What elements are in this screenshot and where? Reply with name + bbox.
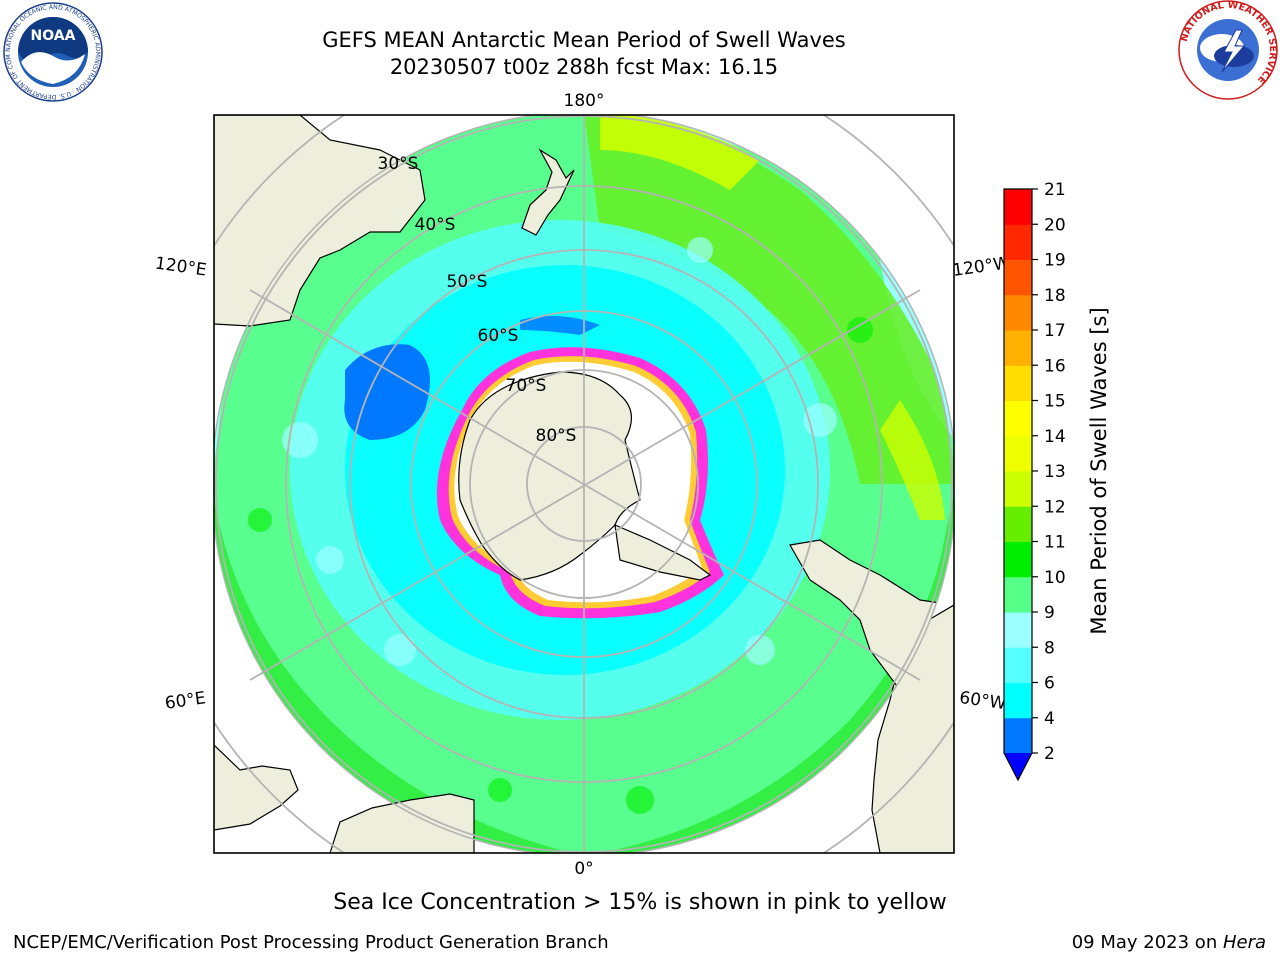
lon-label-120e: 120°E bbox=[154, 254, 208, 281]
colorbar-tick-label: 9 bbox=[1044, 603, 1055, 623]
lat-label-60s: 60°S bbox=[478, 326, 519, 346]
lat-label-50s: 50°S bbox=[447, 272, 488, 292]
footer-date: 09 May 2023 on Hera bbox=[1072, 932, 1266, 953]
colorbar-band bbox=[1004, 259, 1032, 296]
national-weather-service-logo: NATIONAL WEATHER SERVICE bbox=[1178, 0, 1278, 100]
colorbar-tick-label: 13 bbox=[1044, 462, 1066, 482]
antarctic-peninsula bbox=[614, 524, 712, 581]
colorbar-label: Mean Period of Swell Waves [s] bbox=[1087, 307, 1111, 634]
lon-label-120w: 120°W bbox=[951, 253, 1011, 281]
meridian-60e-120w bbox=[249, 289, 921, 681]
lon-label-0: 0° bbox=[574, 859, 593, 879]
colorbar: 2 4 6 8 9 10 11 12 13 14 15 16 17 18 19 20 21 Mean Perio… bbox=[1003, 180, 1111, 782]
colorbar-tick-label: 4 bbox=[1044, 709, 1055, 729]
colorbar-tick-label: 17 bbox=[1044, 321, 1066, 341]
sea-ice-caption: Sea Ice Concentration > 15% is shown in … bbox=[333, 890, 947, 915]
colorbar-band bbox=[1004, 717, 1032, 754]
colorbar-band bbox=[1004, 400, 1032, 437]
colorbar-tick-label: 10 bbox=[1044, 568, 1066, 588]
colorbar-band bbox=[1004, 224, 1032, 260]
colorbar-band bbox=[1004, 471, 1032, 507]
colorbar-tick-label: 15 bbox=[1044, 392, 1066, 412]
lat-label-70s: 70°S bbox=[506, 376, 547, 396]
continents-outside-disc bbox=[214, 115, 954, 853]
colorbar-tick-label: 18 bbox=[1044, 286, 1066, 306]
colorbar-tick-label: 14 bbox=[1044, 427, 1066, 447]
graticule bbox=[214, 115, 954, 853]
colorbar-band bbox=[1004, 647, 1032, 683]
colorbar-band bbox=[1004, 294, 1032, 331]
map-area bbox=[214, 115, 954, 853]
noaa-logo: NATIONAL OCEANIC AND ATMOSPHERIC ADMINIS… bbox=[3, 2, 103, 102]
footer-host: Hera bbox=[1222, 932, 1266, 953]
colorbar-tick-label: 2 bbox=[1044, 744, 1055, 764]
colorbar-band bbox=[1004, 576, 1032, 613]
chart-title: GEFS MEAN Antarctic Mean Period of Swell… bbox=[322, 28, 846, 52]
lon-label-180: 180° bbox=[564, 91, 605, 111]
colorbar-band bbox=[1004, 435, 1032, 472]
colorbar-band bbox=[1004, 365, 1032, 401]
chart-subtitle: 20230507 t00z 288h fcst Max: 16.15 bbox=[389, 55, 779, 79]
colorbar-band bbox=[1004, 682, 1032, 719]
colorbar-band bbox=[1004, 330, 1032, 366]
colorbar-outline bbox=[1003, 188, 1033, 782]
colorbar-band bbox=[1004, 189, 1032, 225]
colorbar-tick-label: 20 bbox=[1044, 215, 1066, 235]
map-frame bbox=[213, 114, 955, 854]
colorbar-tick-label: 12 bbox=[1044, 497, 1066, 517]
colorbar-tick-label: 16 bbox=[1044, 356, 1066, 376]
colorbar-tick-label: 21 bbox=[1044, 180, 1066, 200]
colorbar-under-arrow bbox=[1004, 753, 1032, 780]
colorbar-band bbox=[1004, 506, 1032, 542]
lat-label-40s: 40°S bbox=[415, 215, 456, 235]
lon-label-60w: 60°W bbox=[958, 688, 1007, 714]
lat-label-30s: 30°S bbox=[378, 154, 419, 174]
colorbar-band bbox=[1004, 612, 1032, 648]
lat-label-80s: 80°S bbox=[536, 426, 577, 446]
footer-credit: NCEP/EMC/Verification Post Processing Pr… bbox=[13, 932, 609, 953]
footer-date-text: 09 May 2023 on bbox=[1071, 932, 1223, 953]
colorbar-band bbox=[1004, 541, 1032, 578]
colorbar-tick-label: 11 bbox=[1044, 533, 1066, 553]
lon-label-60e: 60°E bbox=[164, 688, 207, 713]
noaa-wordmark: NOAA bbox=[31, 28, 76, 44]
colorbar-tick-label: 8 bbox=[1044, 638, 1055, 658]
colorbar-tick-label: 19 bbox=[1044, 251, 1066, 271]
colorbar-tick-label: 6 bbox=[1044, 674, 1055, 694]
